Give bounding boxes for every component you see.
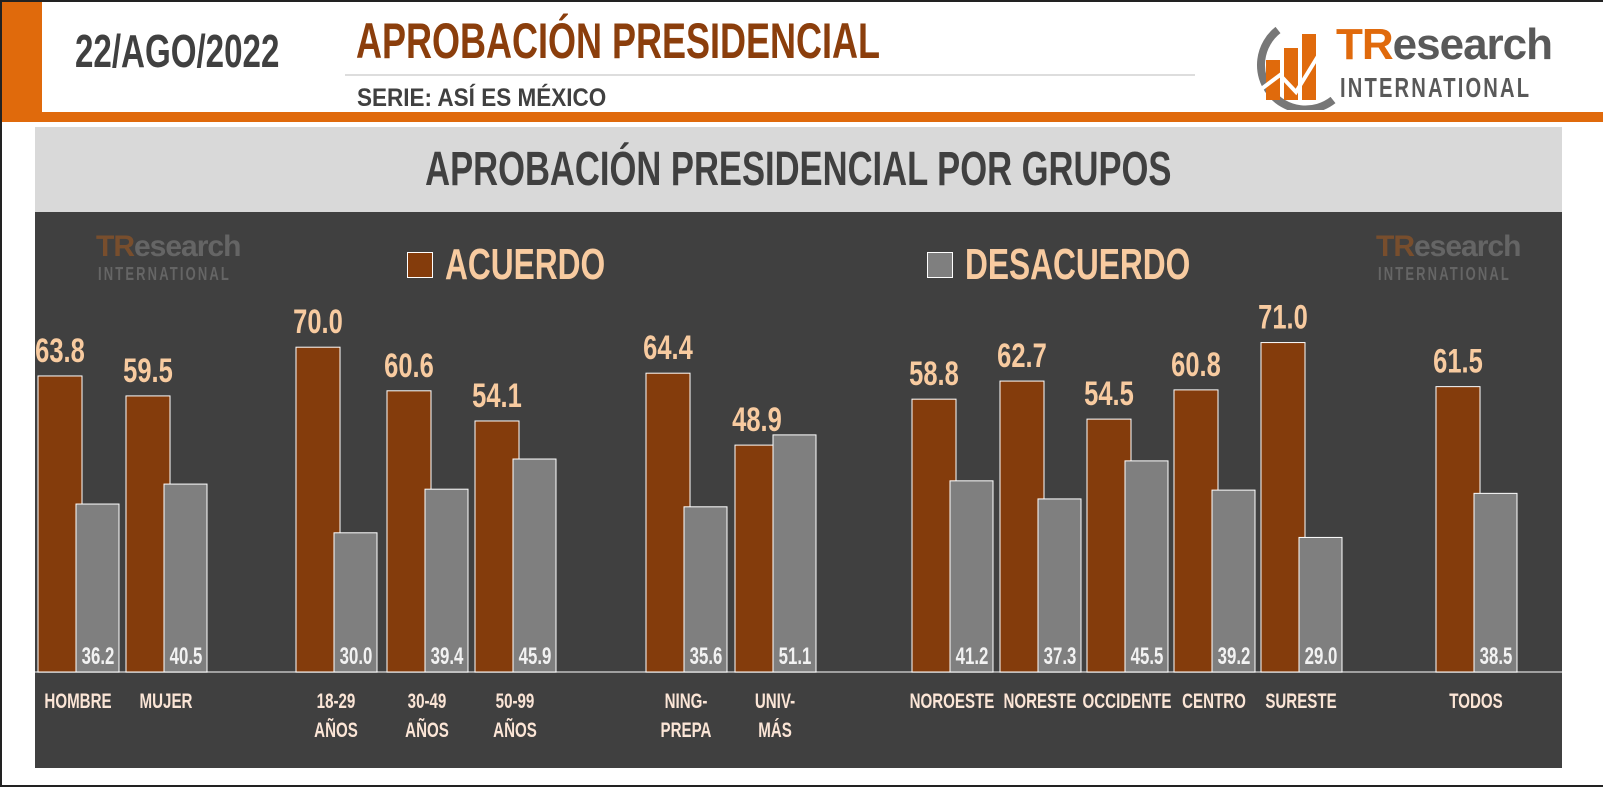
category-label: UNIV- xyxy=(755,688,795,712)
category-label: OCCIDENTE xyxy=(1083,688,1172,712)
value-label-desacuerdo: 39.2 xyxy=(1218,643,1251,670)
header-subtitle: SERIE: ASÍ ES MÉXICO xyxy=(357,84,607,112)
bar-acuerdo xyxy=(474,420,520,673)
logo-chart-icon xyxy=(1257,26,1336,110)
orange-band xyxy=(2,112,1603,122)
bar-desacuerdo xyxy=(333,532,378,673)
bar-desacuerdo xyxy=(1124,460,1169,673)
date: 22/AGO/2022 xyxy=(75,25,280,77)
bar-acuerdo xyxy=(1435,386,1481,673)
value-label-acuerdo: 60.6 xyxy=(384,347,434,384)
bar-acuerdo xyxy=(999,380,1045,673)
value-label-desacuerdo: 37.3 xyxy=(1044,643,1077,670)
value-label-acuerdo: 63.8 xyxy=(35,333,85,370)
value-label-acuerdo: 60.8 xyxy=(1171,346,1221,383)
value-label-desacuerdo: 30.0 xyxy=(340,643,373,670)
value-label-desacuerdo: 39.4 xyxy=(431,643,464,670)
bar-desacuerdo xyxy=(1298,536,1343,673)
bar-acuerdo xyxy=(37,375,83,673)
value-label-desacuerdo: 45.5 xyxy=(1131,643,1164,670)
value-label-desacuerdo: 35.6 xyxy=(690,643,723,670)
category-label: CENTRO xyxy=(1182,688,1246,712)
bar-acuerdo xyxy=(1260,342,1306,673)
category-label: AÑOS xyxy=(405,717,449,741)
value-label-desacuerdo: 29.0 xyxy=(1305,643,1338,670)
category-label: MUJER xyxy=(140,688,193,712)
category-label: HOMBRE xyxy=(44,688,111,712)
bar-acuerdo xyxy=(125,395,171,673)
category-label: PREPA xyxy=(661,717,712,741)
bar-acuerdo xyxy=(295,346,341,673)
legend-swatch-desacuerdo xyxy=(927,252,953,278)
value-label-acuerdo: 58.8 xyxy=(909,356,959,393)
category-label: NING- xyxy=(665,688,708,712)
divider xyxy=(345,74,1195,76)
header-title: APROBACIÓN PRESIDENCIAL xyxy=(356,13,881,69)
bar-desacuerdo xyxy=(772,434,817,673)
bar-desacuerdo xyxy=(1037,498,1082,673)
bar-acuerdo xyxy=(386,390,432,673)
value-label-acuerdo: 54.1 xyxy=(472,378,522,415)
category-label: 50-99 xyxy=(496,688,535,712)
category-label: NORESTE xyxy=(1003,688,1076,712)
category-label: MÁS xyxy=(758,717,792,741)
category-label: 30-49 xyxy=(408,688,447,712)
bar-desacuerdo xyxy=(1473,492,1518,673)
bar-desacuerdo xyxy=(683,506,728,673)
bar-acuerdo xyxy=(1173,389,1219,673)
value-label-acuerdo: 62.7 xyxy=(997,338,1047,375)
bar-acuerdo xyxy=(734,444,780,673)
bar-desacuerdo xyxy=(424,488,469,673)
legend-swatch-acuerdo xyxy=(407,252,433,278)
bar-desacuerdo xyxy=(75,503,120,673)
value-label-acuerdo: 59.5 xyxy=(123,353,173,390)
category-label: AÑOS xyxy=(314,717,358,741)
category-label: NOROESTE xyxy=(910,688,995,712)
value-label-acuerdo: 70.0 xyxy=(293,304,343,341)
bar-desacuerdo xyxy=(512,458,557,673)
value-label-acuerdo: 61.5 xyxy=(1433,343,1483,380)
value-label-acuerdo: 48.9 xyxy=(732,402,782,439)
bar-acuerdo xyxy=(911,398,957,673)
category-label: AÑOS xyxy=(493,717,537,741)
value-label-acuerdo: 71.0 xyxy=(1258,299,1308,336)
bar-desacuerdo xyxy=(1211,489,1256,673)
bar-desacuerdo xyxy=(163,483,208,673)
value-label-acuerdo: 54.5 xyxy=(1084,376,1134,413)
value-label-acuerdo: 64.4 xyxy=(643,330,693,367)
orange-strip xyxy=(2,2,42,112)
bar-acuerdo xyxy=(1086,418,1132,673)
value-label-desacuerdo: 51.1 xyxy=(779,643,812,670)
value-label-desacuerdo: 40.5 xyxy=(170,643,203,670)
legend-acuerdo: ACUERDO xyxy=(407,240,667,290)
value-label-desacuerdo: 38.5 xyxy=(1480,643,1513,670)
value-label-desacuerdo: 36.2 xyxy=(82,643,115,670)
value-label-desacuerdo: 41.2 xyxy=(956,643,989,670)
bar-desacuerdo xyxy=(949,480,994,673)
category-label: TODOS xyxy=(1449,688,1502,712)
value-label-desacuerdo: 45.9 xyxy=(519,643,552,670)
legend-desacuerdo: DESACUERDO xyxy=(927,240,1278,290)
chart-title: APROBACIÓN PRESIDENCIAL POR GRUPOS xyxy=(35,127,1562,212)
bar-acuerdo xyxy=(645,372,691,673)
category-label: 18-29 xyxy=(317,688,356,712)
category-label: SURESTE xyxy=(1265,688,1336,712)
